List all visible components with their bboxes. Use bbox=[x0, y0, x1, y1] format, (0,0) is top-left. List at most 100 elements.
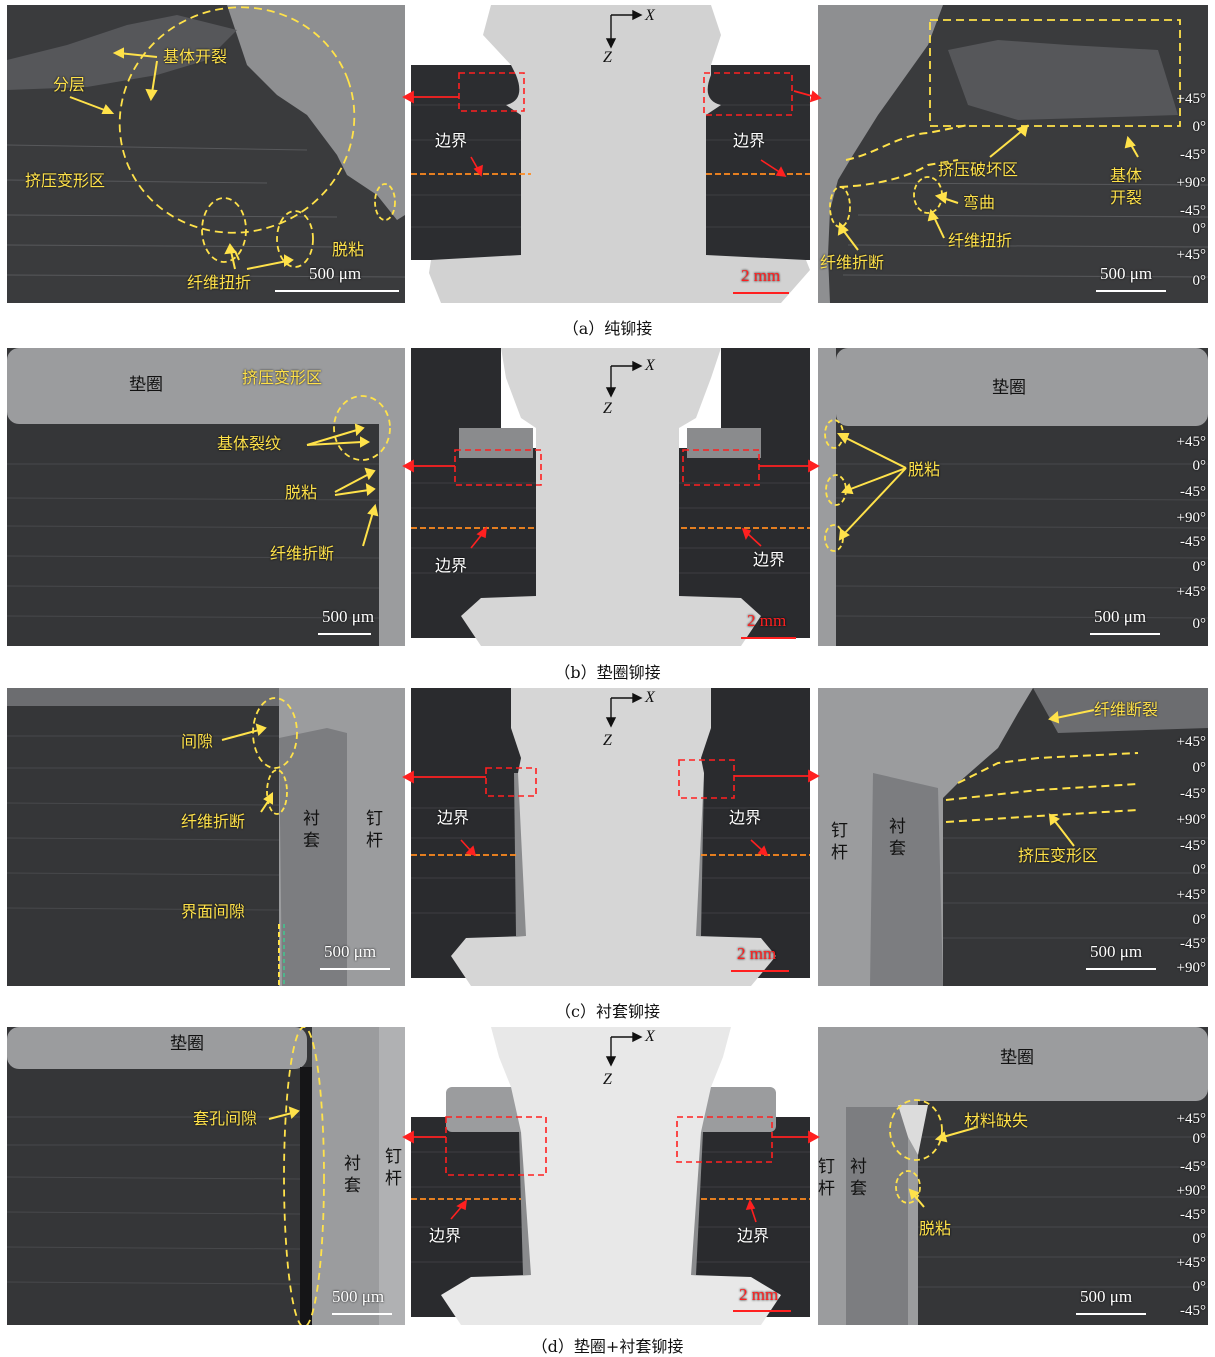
micrograph-left-a-image bbox=[7, 5, 405, 303]
annotation-interface-gap: 界面间隙 bbox=[181, 902, 246, 921]
micrograph-left-b: 垫圈 挤压变形区 基体裂纹 脱粘 纤维折断 500 μm bbox=[7, 348, 405, 646]
annotation-bending: 弯曲 bbox=[963, 193, 996, 212]
scale-bar-label: 500 μm bbox=[322, 607, 375, 626]
ply-label: +45° bbox=[1176, 247, 1206, 263]
row-b: 垫圈 挤压变形区 基体裂纹 脱粘 纤维折断 500 μm bbox=[0, 348, 1215, 682]
annotation-debonding: 脱粘 bbox=[908, 460, 941, 479]
scale-bar-label: 500 μm bbox=[1100, 264, 1153, 283]
ply-label: 0° bbox=[1192, 273, 1207, 289]
micrograph-left-d-image bbox=[7, 1027, 405, 1325]
ply-label: 0° bbox=[1192, 458, 1207, 474]
ply-label: +45° bbox=[1176, 887, 1206, 903]
ply-label: 0° bbox=[1192, 559, 1207, 575]
annotation-fiber-fracture: 纤维折断 bbox=[181, 812, 246, 831]
ply-label: +90° bbox=[1176, 510, 1206, 526]
scale-bar-label: 500 μm bbox=[332, 1287, 385, 1306]
scale-bar-label-mm: 2 mm bbox=[737, 944, 777, 963]
micrograph-left-b-image bbox=[7, 348, 405, 646]
ply-label: -45° bbox=[1180, 1159, 1206, 1175]
annotation-bushing: 衬套 bbox=[850, 1157, 867, 1199]
annotation-bushing: 衬套 bbox=[889, 817, 906, 859]
cross-section-b-image bbox=[411, 348, 810, 646]
boundary-label-left: 边界 bbox=[437, 808, 470, 827]
annotation-crush-deformation-zone: 挤压变形区 bbox=[242, 368, 323, 387]
scale-bar bbox=[1090, 633, 1160, 635]
boundary-label-left: 边界 bbox=[429, 1226, 462, 1245]
ply-label: +45° bbox=[1176, 1111, 1206, 1127]
axis-x-label: X bbox=[645, 689, 655, 706]
annotation-debonding: 脱粘 bbox=[332, 240, 365, 259]
cross-section-b: X Z 边界 边界 2 mm bbox=[411, 348, 810, 646]
ply-label: 0° bbox=[1192, 760, 1207, 776]
ply-label: 0° bbox=[1192, 221, 1207, 237]
micrograph-right-d: 垫圈 材料缺失 钉杆 衬套 脱粘 +45° 0° -45° +90° -45° … bbox=[818, 1027, 1208, 1325]
ply-label: +45° bbox=[1176, 1255, 1206, 1271]
cross-section-c-image bbox=[411, 688, 810, 986]
micrograph-right-a-image bbox=[818, 5, 1208, 303]
annotation-debonding: 脱粘 bbox=[285, 483, 318, 502]
annotation-fiber-fracture: 纤维折断 bbox=[820, 253, 885, 272]
boundary-label-right: 边界 bbox=[737, 1226, 770, 1245]
micrograph-right-c-image bbox=[818, 688, 1208, 986]
scale-bar bbox=[1086, 968, 1156, 970]
annotation-matrix-cracking: 基体开裂 bbox=[1110, 166, 1143, 207]
annotation-fiber-kinking: 纤维扭折 bbox=[948, 231, 1013, 250]
boundary-label-right: 边界 bbox=[733, 131, 766, 150]
scale-bar bbox=[332, 1313, 392, 1315]
annotation-washer: 垫圈 bbox=[170, 1034, 204, 1054]
cross-section-a-image bbox=[411, 5, 810, 303]
ply-label: -45° bbox=[1180, 1207, 1206, 1223]
ply-label: +90° bbox=[1176, 175, 1206, 191]
annotation-fiber-kinking: 纤维扭折 bbox=[187, 273, 252, 292]
annotation-rivet-shank: 钉杆 bbox=[366, 809, 383, 851]
axis-x-label: X bbox=[645, 1028, 655, 1045]
annotation-material-loss: 材料缺失 bbox=[964, 1111, 1029, 1130]
scale-bar-label-mm: 2 mm bbox=[741, 266, 781, 285]
boundary-label-left: 边界 bbox=[435, 131, 468, 150]
micrograph-right-a: 挤压破坏区 基体开裂 弯曲 纤维扭折 纤维折断 +45° 0° -45° +90… bbox=[818, 5, 1208, 303]
row-a: 基体开裂 分层 挤压变形区 纤维扭折 脱粘 500 μm bbox=[0, 5, 1215, 338]
annotation-rivet-shank: 钉杆 bbox=[831, 821, 848, 863]
scale-bar bbox=[1076, 1313, 1146, 1315]
boundary-label-right: 边界 bbox=[753, 550, 786, 569]
ply-label: -45° bbox=[1180, 1303, 1206, 1319]
annotation-matrix-crack: 基体裂纹 bbox=[217, 434, 282, 453]
axis-z-label: Z bbox=[603, 49, 612, 66]
cross-section-d-image bbox=[411, 1027, 810, 1325]
annotation-rivet-shank: 钉杆 bbox=[818, 1157, 835, 1199]
annotation-washer: 垫圈 bbox=[129, 375, 163, 395]
axis-z-label: Z bbox=[603, 732, 612, 749]
annotation-debonding: 脱粘 bbox=[919, 1219, 952, 1238]
ply-label: 0° bbox=[1192, 616, 1207, 632]
annotation-bushing: 衬套 bbox=[303, 809, 320, 851]
axis-z-label: Z bbox=[603, 1071, 612, 1088]
axis-z-label: Z bbox=[603, 400, 612, 417]
caption-b: （b）垫圈铆接 bbox=[554, 663, 661, 682]
cross-section-a: X Z 边界 边界 2 mm bbox=[411, 5, 810, 303]
scale-bar-label: 500 μm bbox=[1080, 1287, 1133, 1306]
ply-label: +45° bbox=[1176, 91, 1206, 107]
annotation-crush-deformation-zone: 挤压变形区 bbox=[1018, 846, 1099, 865]
row-c: 间隙 纤维折断 衬套 钉杆 界面间隙 500 μm bbox=[0, 688, 1215, 1021]
ply-label: +90° bbox=[1176, 812, 1206, 828]
ply-label: 0° bbox=[1192, 119, 1207, 135]
scale-bar bbox=[318, 633, 371, 635]
annotation-delamination: 分层 bbox=[53, 75, 86, 94]
ply-label: 0° bbox=[1192, 912, 1207, 928]
scale-bar-label-mm: 2 mm bbox=[739, 1285, 779, 1304]
caption-c: （c）衬套铆接 bbox=[555, 1002, 660, 1021]
ply-label: -45° bbox=[1180, 838, 1206, 854]
caption-d: （d）垫圈+衬套铆接 bbox=[531, 1337, 684, 1356]
annotation-washer: 垫圈 bbox=[1000, 1048, 1034, 1068]
scale-bar-label: 500 μm bbox=[1094, 607, 1147, 626]
annotation-crush-deformation-zone: 挤压变形区 bbox=[25, 171, 106, 190]
annotation-crush-failure-zone: 挤压破坏区 bbox=[938, 160, 1019, 179]
ply-label: 0° bbox=[1192, 1131, 1207, 1147]
ply-label: +90° bbox=[1176, 1183, 1206, 1199]
axis-x-label: X bbox=[645, 7, 655, 24]
boundary-label-right: 边界 bbox=[729, 808, 762, 827]
ply-label: +45° bbox=[1176, 584, 1206, 600]
ply-label: -45° bbox=[1180, 147, 1206, 163]
ply-label: +45° bbox=[1176, 434, 1206, 450]
micrograph-left-d: 垫圈 套孔间隙 衬套 钉杆 500 μm bbox=[7, 1027, 405, 1325]
